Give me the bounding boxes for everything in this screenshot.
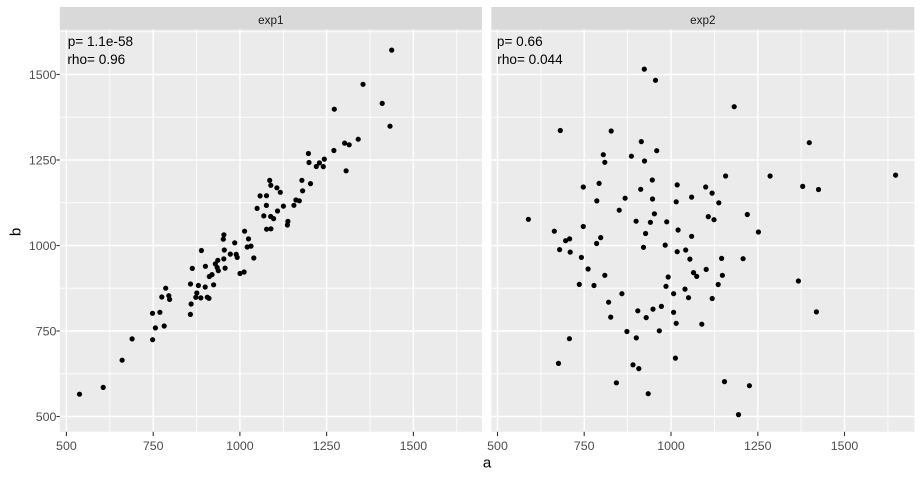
svg-text:exp2: exp2 [690, 14, 715, 27]
svg-text:1500: 1500 [831, 439, 859, 453]
svg-text:1000: 1000 [29, 239, 57, 253]
svg-text:750: 750 [143, 439, 164, 453]
svg-text:exp1: exp1 [258, 14, 283, 27]
svg-text:1000: 1000 [226, 439, 254, 453]
svg-text:1250: 1250 [744, 439, 772, 453]
svg-text:750: 750 [36, 324, 57, 338]
svg-text:1250: 1250 [313, 439, 341, 453]
svg-text:500: 500 [36, 410, 57, 424]
svg-text:b: b [7, 228, 24, 236]
svg-text:1250: 1250 [29, 153, 57, 167]
svg-text:rho= 0.96: rho= 0.96 [67, 52, 125, 67]
svg-text:rho= 0.044: rho= 0.044 [497, 52, 563, 67]
svg-text:1500: 1500 [29, 68, 57, 82]
svg-text:500: 500 [56, 439, 77, 453]
svg-text:1000: 1000 [657, 439, 685, 453]
svg-text:750: 750 [574, 439, 595, 453]
svg-text:p= 1.1e-58: p= 1.1e-58 [68, 34, 133, 49]
svg-text:p= 0.66: p= 0.66 [497, 34, 543, 49]
svg-text:500: 500 [487, 439, 508, 453]
svg-text:1500: 1500 [400, 439, 428, 453]
svg-text:a: a [483, 455, 492, 472]
